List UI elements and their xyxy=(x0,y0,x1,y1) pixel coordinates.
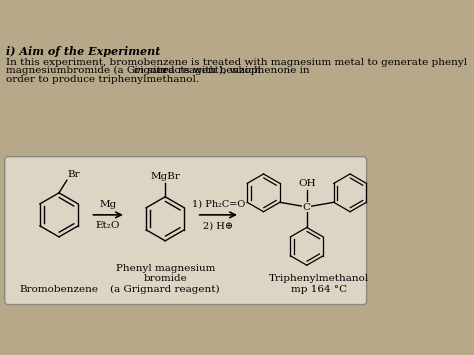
Text: C: C xyxy=(303,202,311,212)
Text: 1) Ph₂C=O: 1) Ph₂C=O xyxy=(191,200,245,209)
FancyBboxPatch shape xyxy=(5,157,366,305)
Text: Triphenylmethanol
mp 164 °C: Triphenylmethanol mp 164 °C xyxy=(268,274,369,294)
Text: reacts with benzophenone in: reacts with benzophenone in xyxy=(154,66,310,75)
Text: magnesiumbromide (a Grignard reagent), which: magnesiumbromide (a Grignard reagent), w… xyxy=(6,66,264,75)
Text: Et₂O: Et₂O xyxy=(96,221,120,230)
Text: Bromobenzene: Bromobenzene xyxy=(19,285,99,294)
Text: Mg: Mg xyxy=(100,200,117,209)
Text: OH: OH xyxy=(298,179,316,188)
Text: Br: Br xyxy=(68,170,80,179)
Text: 2) H⊕: 2) H⊕ xyxy=(203,221,233,230)
Text: order to produce triphenylmethanol.: order to produce triphenylmethanol. xyxy=(6,75,200,84)
Text: In this experiment, bromobenzene is treated with magnesium metal to generate phe: In this experiment, bromobenzene is trea… xyxy=(6,58,467,66)
Text: i) Aim of the Experiment: i) Aim of the Experiment xyxy=(6,46,161,57)
Text: Phenyl magnesium
bromide
(a Grignard reagent): Phenyl magnesium bromide (a Grignard rea… xyxy=(110,263,220,294)
Text: in situ: in situ xyxy=(134,66,166,75)
Text: MgBr: MgBr xyxy=(150,172,180,181)
